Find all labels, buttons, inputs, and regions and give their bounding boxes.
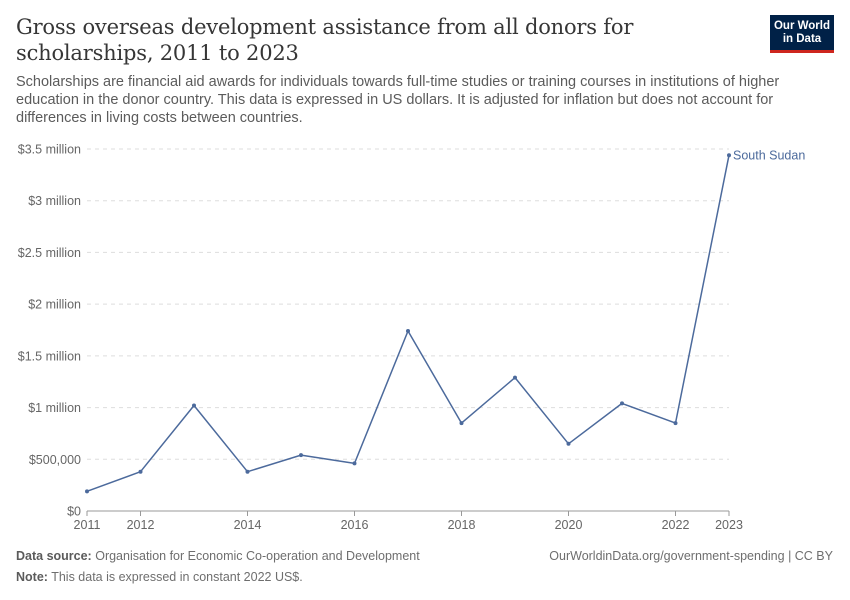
chart-subtitle: Scholarships are financial aid awards fo…	[16, 74, 780, 126]
x-tick-label: 2012	[127, 518, 155, 532]
url-license[interactable]: OurWorldinData.org/government-spending |…	[549, 549, 833, 563]
y-tick-label: $1.5 million	[18, 349, 81, 363]
data-point[interactable]	[459, 421, 464, 426]
x-tick-label: 2018	[448, 518, 476, 532]
data-point[interactable]	[566, 441, 571, 446]
y-axis-tick-labels: $0 $500,000 $1 million $1.5 million $2 milli…	[18, 143, 81, 519]
data-point[interactable]	[85, 489, 89, 494]
x-tick-label: 2020	[555, 518, 583, 532]
y-tick-label: $3.5 million	[18, 143, 81, 157]
y-tick-label: $500,000	[29, 453, 81, 467]
y-tick-label: $0	[67, 505, 81, 519]
owid-logo[interactable]: Our World in Data	[770, 15, 834, 53]
x-axis: 2011 2012 2014 2016 2018 2020 2022 2023	[74, 510, 743, 532]
y-tick-label: $3 million	[28, 194, 81, 208]
x-tick-label: 2016	[341, 518, 369, 532]
note-text: This data is expressed in constant 2022 …	[51, 570, 303, 584]
data-point[interactable]	[673, 421, 678, 426]
series-labels: South Sudan	[733, 149, 805, 163]
data-point[interactable]	[192, 403, 196, 408]
chart-note: Note: This data is expressed in constant…	[16, 570, 303, 584]
y-tick-label: $2.5 million	[18, 246, 81, 260]
series-lines[interactable]	[85, 153, 731, 494]
grid-lines	[87, 148, 729, 460]
x-tick-label: 2022	[662, 518, 690, 532]
x-tick-label: 2011	[74, 518, 101, 532]
data-point[interactable]	[352, 461, 357, 466]
x-tick-label: 2023	[715, 518, 743, 532]
y-tick-label: $2 million	[28, 298, 81, 312]
series-line[interactable]	[86, 155, 730, 493]
data-source-label: Data source:	[16, 549, 92, 563]
data-point[interactable]	[406, 329, 410, 334]
data-point[interactable]	[138, 469, 143, 474]
logo-line-1: Our World	[773, 20, 830, 32]
data-source: Data source: Organisation for Economic C…	[16, 549, 420, 563]
data-source-text[interactable]: Organisation for Economic Co-operation a…	[95, 549, 420, 563]
series-label: South Sudan	[733, 149, 805, 163]
data-point[interactable]	[727, 153, 731, 158]
data-point[interactable]	[513, 375, 517, 380]
note-label: Note:	[16, 570, 48, 584]
data-point[interactable]	[245, 469, 250, 474]
x-tick-label: 2014	[234, 518, 262, 532]
y-tick-label: $1 million	[28, 401, 81, 415]
chart-title: Gross overseas development assistance fr…	[16, 15, 634, 65]
data-point[interactable]	[620, 401, 624, 406]
data-point[interactable]	[299, 453, 303, 458]
logo-line-2: in Data	[782, 33, 822, 45]
